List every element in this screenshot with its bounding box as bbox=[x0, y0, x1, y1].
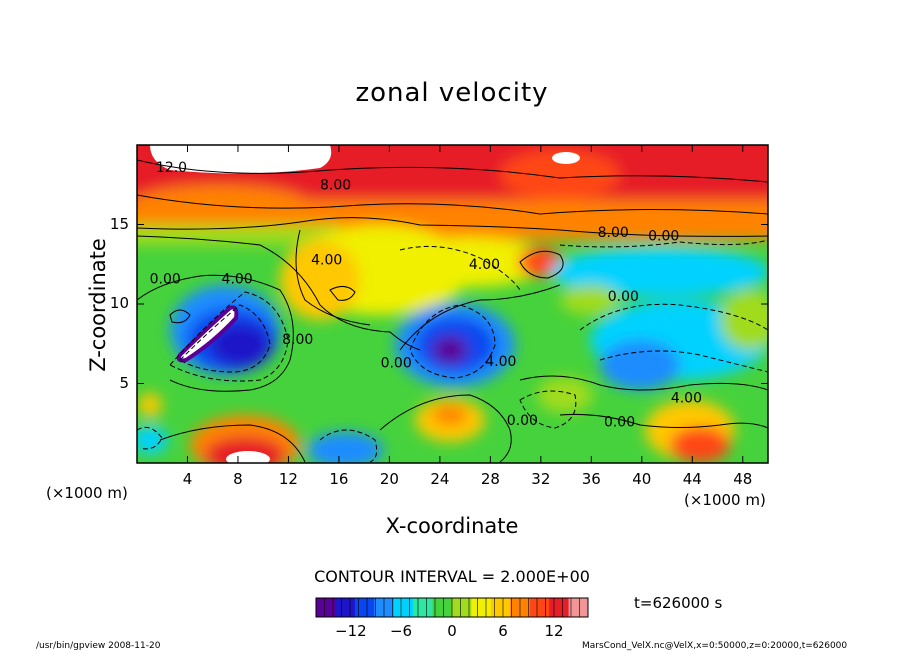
contour-label: 8.00 bbox=[598, 225, 629, 241]
contour-labels: 12.0 8.00 8.00 0.00 4.00 4.00 0.00 4.00 0.00 8.00… bbox=[150, 160, 702, 430]
time-label: t=626000 s bbox=[634, 594, 723, 612]
colorbar-tick-label: 0 bbox=[447, 622, 457, 640]
x-tick-label: 36 bbox=[581, 470, 601, 488]
x-tick-label: 24 bbox=[430, 470, 450, 488]
x-tick-label: 40 bbox=[632, 470, 652, 488]
y-tick-label: 10 bbox=[109, 294, 129, 312]
contour-label: 4.00 bbox=[222, 271, 253, 287]
colorbar-tick-label: 6 bbox=[498, 622, 508, 640]
x-tick-marks bbox=[186, 145, 744, 463]
x-unit-label-left: (×1000 m) bbox=[46, 484, 128, 502]
contour-label: 4.00 bbox=[671, 391, 702, 407]
contour-label: 0.00 bbox=[648, 228, 679, 244]
colorbar-tick-label: 12 bbox=[544, 622, 564, 640]
footer-left: /usr/bin/gpview 2008-11-20 bbox=[36, 641, 161, 651]
contour-label: 12.0 bbox=[156, 160, 187, 176]
chart-title: zonal velocity bbox=[355, 78, 549, 108]
x-tick-label: 12 bbox=[278, 470, 298, 488]
x-tick-label: 8 bbox=[233, 470, 243, 488]
contour-label: 8.00 bbox=[320, 178, 351, 194]
contour-label: 4.00 bbox=[311, 252, 342, 268]
x-tick-label: 28 bbox=[480, 470, 500, 488]
contour-label: 0.00 bbox=[604, 414, 635, 430]
contour-interval-text: CONTOUR INTERVAL = 2.000E+00 bbox=[314, 567, 590, 586]
colorbar-tick-label: −12 bbox=[335, 622, 367, 640]
contour-label: 8.00 bbox=[282, 332, 313, 348]
y-tick-label: 5 bbox=[119, 373, 129, 392]
x-tick-label: 44 bbox=[682, 470, 702, 488]
contour-label: 4.00 bbox=[485, 354, 516, 370]
colorbar-tick-label: −6 bbox=[389, 622, 413, 640]
x-tick-label: 20 bbox=[379, 470, 399, 488]
x-tick-label: 48 bbox=[733, 470, 753, 488]
y-tick-label: 15 bbox=[109, 214, 129, 233]
x-axis-label: X-coordinate bbox=[385, 514, 519, 538]
x-tick-label: 4 bbox=[182, 470, 193, 488]
footer-right: MarsCond_VelX.nc@VelX,x=0:50000,z=0:2000… bbox=[582, 641, 848, 651]
contour-label: 0.00 bbox=[381, 356, 412, 372]
contour-label: 0.00 bbox=[150, 271, 181, 287]
x-tick-label: 32 bbox=[531, 470, 551, 488]
y-tick-marks bbox=[137, 224, 768, 384]
contour-label: 4.00 bbox=[469, 257, 500, 273]
upper-left-max bbox=[150, 145, 332, 174]
contour-label: 0.00 bbox=[507, 413, 538, 429]
lower-left-max bbox=[226, 451, 270, 463]
x-unit-label-right: (×1000 m) bbox=[684, 491, 766, 509]
velocity-field bbox=[137, 145, 768, 463]
upper-right-max bbox=[552, 152, 580, 164]
contour-label: 0.00 bbox=[608, 289, 639, 305]
x-tick-label: 16 bbox=[329, 470, 349, 488]
